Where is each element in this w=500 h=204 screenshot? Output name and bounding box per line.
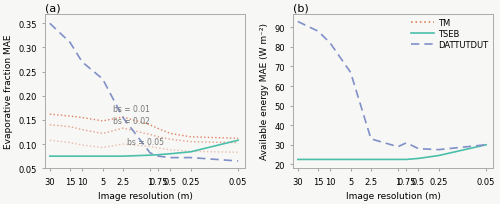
Y-axis label: Available energy MAE (W m⁻²): Available energy MAE (W m⁻²) bbox=[260, 23, 269, 160]
Text: bs = 0.02: bs = 0.02 bbox=[113, 117, 150, 126]
Y-axis label: Evaporative fraction MAE: Evaporative fraction MAE bbox=[4, 34, 13, 149]
Text: (b): (b) bbox=[294, 4, 309, 14]
Text: (a): (a) bbox=[46, 4, 61, 14]
Text: bs = 0.01: bs = 0.01 bbox=[113, 105, 150, 114]
Text: bs = 0.05: bs = 0.05 bbox=[126, 137, 164, 146]
Legend: TM, TSEB, DATTUTDUT: TM, TSEB, DATTUTDUT bbox=[411, 19, 488, 50]
X-axis label: Image resolution (m): Image resolution (m) bbox=[346, 191, 440, 200]
X-axis label: Image resolution (m): Image resolution (m) bbox=[98, 191, 192, 200]
